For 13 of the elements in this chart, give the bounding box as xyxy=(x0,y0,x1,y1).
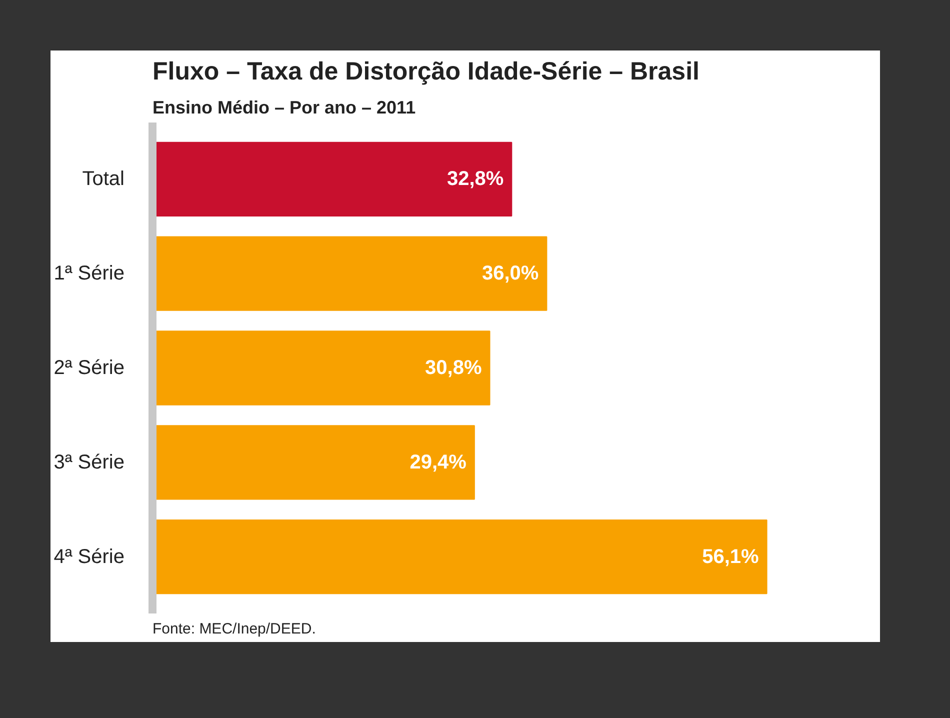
y-tick-label: 4ª Série xyxy=(54,546,125,568)
data-label: 29,4% xyxy=(410,451,467,474)
data-label: 32,8% xyxy=(446,168,504,190)
source-note: Fonte: MEC/Inep/DEED. xyxy=(152,620,316,638)
chart-subtitle: Ensino Médio – Por ano – 2011 xyxy=(152,98,416,118)
data-label: 56,1% xyxy=(702,546,760,568)
data-label: 36,0% xyxy=(482,262,539,285)
y-tick-label: 1ª Série xyxy=(54,262,125,285)
y-tick-label: Total xyxy=(82,168,125,190)
y-tick-label: 2ª Série xyxy=(54,357,125,379)
data-label: 30,8% xyxy=(425,357,482,379)
chart-title: Fluxo – Taxa de Distorção Idade-Série – Brasil xyxy=(152,58,700,86)
y-tick-label: 3ª Série xyxy=(54,451,125,474)
